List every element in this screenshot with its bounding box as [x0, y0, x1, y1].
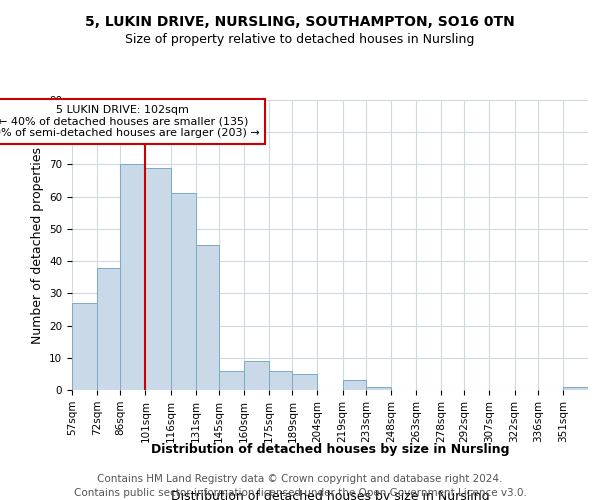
Bar [219, 370, 244, 390]
Bar [244, 361, 269, 390]
Text: 5, LUKIN DRIVE, NURSLING, SOUTHAMPTON, SO16 0TN: 5, LUKIN DRIVE, NURSLING, SOUTHAMPTON, S… [85, 15, 515, 29]
Bar [292, 374, 317, 390]
Bar [563, 387, 588, 390]
Bar [97, 268, 121, 390]
Bar [121, 164, 145, 390]
Text: Size of property relative to detached houses in Nursling: Size of property relative to detached ho… [125, 32, 475, 46]
Text: 5 LUKIN DRIVE: 102sqm
← 40% of detached houses are smaller (135)
60% of semi-det: 5 LUKIN DRIVE: 102sqm ← 40% of detached … [0, 105, 259, 138]
Text: Contains HM Land Registry data © Crown copyright and database right 2024.
Contai: Contains HM Land Registry data © Crown c… [74, 474, 526, 498]
Bar [269, 370, 292, 390]
Y-axis label: Number of detached properties: Number of detached properties [31, 146, 44, 344]
Bar [145, 168, 170, 390]
Bar [196, 245, 219, 390]
X-axis label: Distribution of detached houses by size in Nursling: Distribution of detached houses by size … [170, 490, 490, 500]
Bar [72, 303, 97, 390]
Bar [343, 380, 366, 390]
Bar [366, 387, 391, 390]
Text: Distribution of detached houses by size in Nursling: Distribution of detached houses by size … [151, 442, 509, 456]
Bar [170, 194, 196, 390]
